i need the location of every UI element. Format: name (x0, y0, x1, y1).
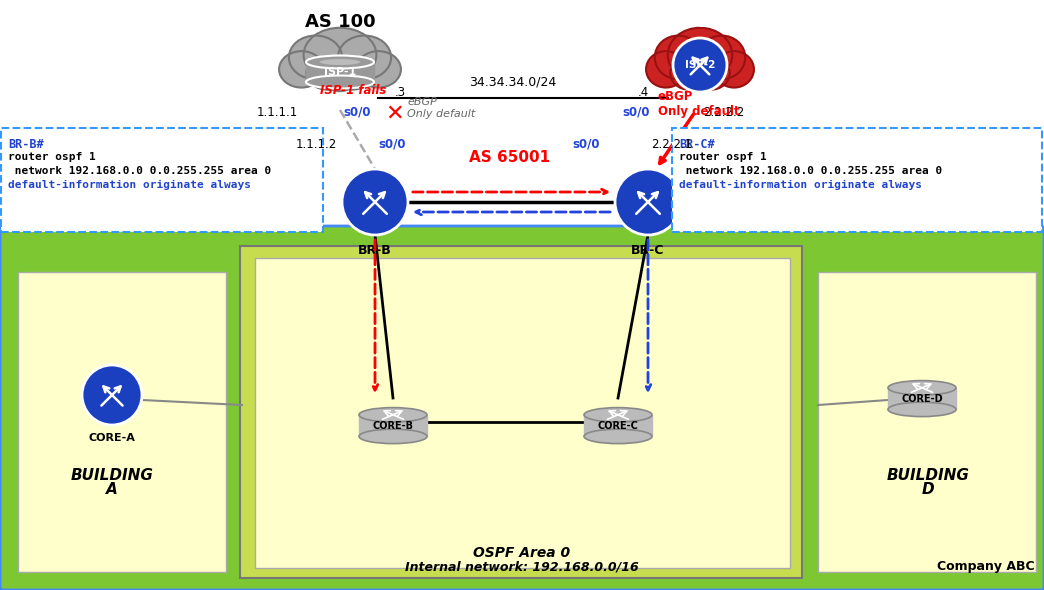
Circle shape (615, 169, 681, 235)
Text: CORE-B: CORE-B (373, 421, 413, 431)
Circle shape (673, 38, 727, 92)
Text: A: A (106, 483, 118, 497)
Text: router ospf 1: router ospf 1 (679, 152, 766, 162)
Text: .3: .3 (395, 87, 406, 100)
Ellipse shape (306, 76, 374, 88)
Text: Only default: Only default (658, 106, 739, 119)
Circle shape (342, 169, 408, 235)
Ellipse shape (655, 35, 702, 79)
FancyBboxPatch shape (672, 128, 1042, 232)
Ellipse shape (714, 51, 754, 87)
Ellipse shape (698, 35, 745, 79)
Text: 1.1.1.2: 1.1.1.2 (295, 137, 337, 150)
Circle shape (82, 365, 142, 425)
Ellipse shape (668, 28, 732, 82)
Text: OSPF Area 0: OSPF Area 0 (473, 546, 571, 560)
Text: BR-C#: BR-C# (679, 138, 715, 151)
Ellipse shape (289, 35, 342, 79)
Text: s0/0: s0/0 (572, 137, 600, 150)
Text: CORE-D: CORE-D (901, 394, 943, 404)
Text: Company ABC: Company ABC (938, 560, 1035, 573)
Bar (888, 388, 956, 409)
Ellipse shape (332, 57, 374, 90)
Text: s0/0: s0/0 (622, 106, 650, 119)
Bar (584, 415, 652, 437)
Text: s0/0: s0/0 (378, 137, 405, 150)
Ellipse shape (319, 59, 360, 65)
Text: ISP-1 fails: ISP-1 fails (319, 84, 386, 97)
Ellipse shape (888, 402, 956, 417)
Ellipse shape (888, 381, 956, 395)
Bar (240, 246, 802, 578)
Text: BR-B: BR-B (358, 244, 392, 257)
Ellipse shape (584, 429, 652, 444)
Text: .4: .4 (638, 87, 649, 100)
Text: BUILDING: BUILDING (886, 467, 970, 483)
Bar (255, 258, 790, 568)
Ellipse shape (323, 62, 357, 91)
Ellipse shape (338, 35, 392, 79)
Ellipse shape (670, 57, 708, 90)
Text: ISP-2: ISP-2 (685, 60, 715, 70)
Text: default-information originate always: default-information originate always (8, 180, 251, 190)
Text: eBGP: eBGP (407, 97, 436, 107)
Bar (18, 272, 226, 572)
Ellipse shape (359, 429, 427, 444)
Text: AS 65001: AS 65001 (470, 150, 550, 166)
Text: CORE-A: CORE-A (89, 433, 136, 443)
Text: s0/0: s0/0 (343, 106, 371, 119)
Ellipse shape (306, 55, 374, 68)
Text: AS 200: AS 200 (665, 13, 735, 31)
Text: BUILDING: BUILDING (71, 467, 153, 483)
Text: Only default: Only default (407, 109, 475, 119)
Bar (306, 62, 374, 82)
Ellipse shape (306, 57, 349, 90)
Text: BR-C: BR-C (632, 244, 665, 257)
FancyBboxPatch shape (0, 226, 1044, 590)
Text: default-information originate always: default-information originate always (679, 180, 922, 190)
Text: CORE-C: CORE-C (597, 421, 639, 431)
FancyBboxPatch shape (1, 128, 323, 232)
Text: eBGP: eBGP (658, 90, 693, 103)
Text: network 192.168.0.0 0.0.255.255 area 0: network 192.168.0.0 0.0.255.255 area 0 (679, 166, 943, 176)
Ellipse shape (356, 51, 401, 87)
Text: network 192.168.0.0 0.0.255.255 area 0: network 192.168.0.0 0.0.255.255 area 0 (8, 166, 271, 176)
Text: 2.2.2.2: 2.2.2.2 (703, 106, 744, 119)
Text: 2.2.2.1: 2.2.2.1 (651, 137, 692, 150)
Text: ✕: ✕ (385, 104, 404, 124)
Text: BR-B#: BR-B# (8, 138, 44, 151)
Text: AS 100: AS 100 (305, 13, 375, 31)
Bar (359, 415, 427, 437)
Text: router ospf 1: router ospf 1 (8, 152, 96, 162)
Text: ISP-1: ISP-1 (324, 67, 356, 77)
Ellipse shape (584, 408, 652, 422)
Bar (818, 272, 1036, 572)
Text: 34.34.34.0/24: 34.34.34.0/24 (470, 76, 556, 88)
Ellipse shape (692, 57, 730, 90)
Ellipse shape (279, 51, 324, 87)
Ellipse shape (685, 62, 715, 91)
Ellipse shape (646, 51, 686, 87)
Text: 1.1.1.1: 1.1.1.1 (257, 106, 298, 119)
Ellipse shape (304, 28, 377, 82)
Text: Internal network: 192.168.0.0/16: Internal network: 192.168.0.0/16 (405, 560, 639, 573)
Ellipse shape (359, 408, 427, 422)
Text: D: D (922, 483, 934, 497)
